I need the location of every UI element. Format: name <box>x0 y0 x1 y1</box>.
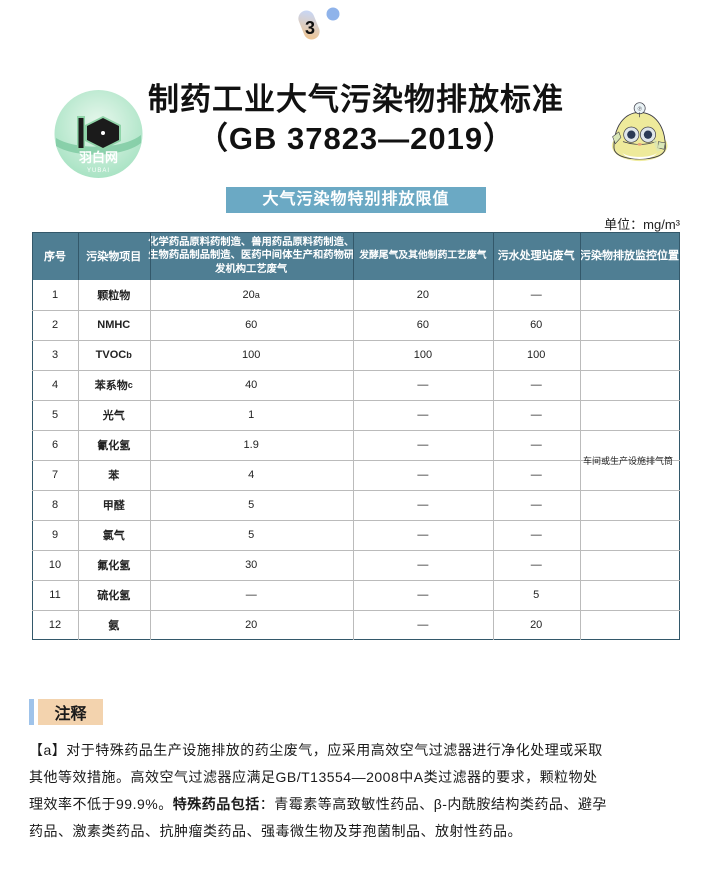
svg-text:3: 3 <box>305 18 315 38</box>
svg-text:YUBAI: YUBAI <box>87 168 110 174</box>
